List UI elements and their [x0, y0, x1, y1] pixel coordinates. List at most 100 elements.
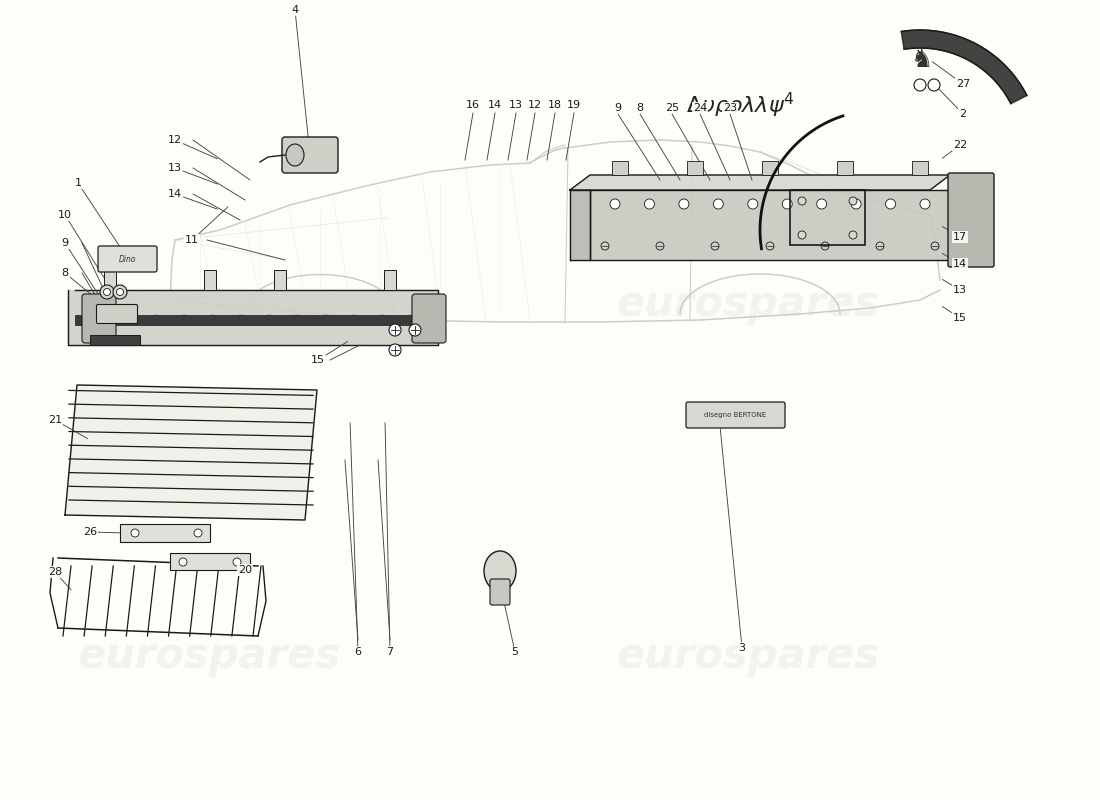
Circle shape	[601, 242, 609, 250]
Text: 25: 25	[664, 103, 679, 113]
Circle shape	[645, 199, 654, 209]
Circle shape	[782, 199, 792, 209]
Text: 14: 14	[168, 189, 183, 199]
Circle shape	[96, 314, 104, 322]
Text: 16: 16	[466, 100, 480, 110]
Text: 13: 13	[509, 100, 522, 110]
Circle shape	[849, 231, 857, 239]
Text: 12: 12	[168, 135, 183, 145]
Polygon shape	[65, 385, 317, 520]
Polygon shape	[68, 290, 438, 345]
Text: 13: 13	[953, 285, 967, 295]
Circle shape	[679, 199, 689, 209]
Bar	[274, 270, 286, 290]
Circle shape	[350, 314, 358, 322]
Circle shape	[265, 314, 273, 322]
Circle shape	[233, 558, 241, 566]
FancyBboxPatch shape	[686, 402, 785, 428]
FancyBboxPatch shape	[412, 294, 446, 343]
Text: 18: 18	[548, 100, 562, 110]
Text: $\Delta\upsilon\rho o\lambda\lambda\psi^4$: $\Delta\upsilon\rho o\lambda\lambda\psi^…	[685, 90, 794, 119]
Text: 14: 14	[953, 259, 967, 269]
Circle shape	[914, 79, 926, 91]
Circle shape	[377, 314, 386, 322]
FancyBboxPatch shape	[490, 579, 510, 605]
Text: 8: 8	[62, 268, 68, 278]
Circle shape	[849, 197, 857, 205]
Text: 28: 28	[48, 567, 62, 577]
Circle shape	[209, 314, 217, 322]
Circle shape	[711, 242, 719, 250]
FancyBboxPatch shape	[948, 173, 994, 267]
Polygon shape	[901, 30, 1027, 104]
Text: 26: 26	[82, 527, 97, 537]
Text: 4: 4	[292, 5, 298, 15]
Text: 2: 2	[959, 109, 967, 119]
Bar	[204, 270, 216, 290]
Text: eurospares: eurospares	[77, 283, 341, 325]
FancyBboxPatch shape	[82, 294, 116, 343]
Circle shape	[179, 558, 187, 566]
Text: 6: 6	[354, 647, 362, 657]
Text: 1: 1	[75, 178, 81, 188]
Text: 15: 15	[953, 313, 967, 323]
Text: ♞: ♞	[911, 48, 933, 72]
Text: 20: 20	[238, 565, 252, 575]
FancyBboxPatch shape	[97, 305, 138, 323]
Bar	[75, 315, 438, 325]
Circle shape	[713, 199, 724, 209]
Text: 10: 10	[58, 210, 72, 220]
Circle shape	[851, 199, 861, 209]
Text: 19: 19	[566, 100, 581, 110]
Polygon shape	[570, 190, 590, 260]
Circle shape	[294, 314, 301, 322]
Bar	[837, 161, 852, 175]
Circle shape	[798, 197, 806, 205]
Circle shape	[920, 199, 929, 209]
Text: 7: 7	[386, 647, 394, 657]
Circle shape	[389, 344, 402, 356]
Bar	[688, 161, 703, 175]
Text: 9: 9	[62, 238, 68, 248]
Bar	[384, 270, 396, 290]
Circle shape	[103, 289, 110, 295]
Bar	[90, 335, 140, 345]
Text: 15: 15	[311, 355, 324, 365]
Bar	[912, 161, 928, 175]
Circle shape	[194, 529, 202, 537]
Polygon shape	[570, 175, 950, 190]
Circle shape	[656, 242, 664, 250]
Text: 12: 12	[528, 100, 542, 110]
Polygon shape	[590, 190, 950, 260]
Text: 5: 5	[512, 647, 518, 657]
Text: 8: 8	[637, 103, 644, 113]
Circle shape	[931, 242, 939, 250]
Text: disegno BERTONE: disegno BERTONE	[704, 412, 766, 418]
Circle shape	[748, 199, 758, 209]
Text: eurospares: eurospares	[77, 635, 341, 677]
Circle shape	[798, 231, 806, 239]
Circle shape	[406, 314, 414, 322]
Circle shape	[816, 199, 827, 209]
Circle shape	[321, 314, 330, 322]
Text: 23: 23	[723, 103, 737, 113]
Text: 14: 14	[488, 100, 502, 110]
Circle shape	[821, 242, 829, 250]
Text: eurospares: eurospares	[616, 635, 880, 677]
Circle shape	[180, 314, 188, 322]
Bar	[790, 190, 865, 245]
Circle shape	[100, 285, 114, 299]
Text: 22: 22	[953, 140, 967, 150]
Circle shape	[236, 314, 245, 322]
Circle shape	[886, 199, 895, 209]
Text: 21: 21	[48, 415, 62, 425]
Text: eurospares: eurospares	[616, 283, 880, 325]
Bar	[612, 161, 628, 175]
Ellipse shape	[286, 144, 304, 166]
Circle shape	[153, 314, 161, 322]
Circle shape	[389, 324, 402, 336]
Text: 17: 17	[953, 232, 967, 242]
FancyBboxPatch shape	[282, 137, 338, 173]
Bar	[120, 524, 210, 542]
Circle shape	[124, 314, 132, 322]
